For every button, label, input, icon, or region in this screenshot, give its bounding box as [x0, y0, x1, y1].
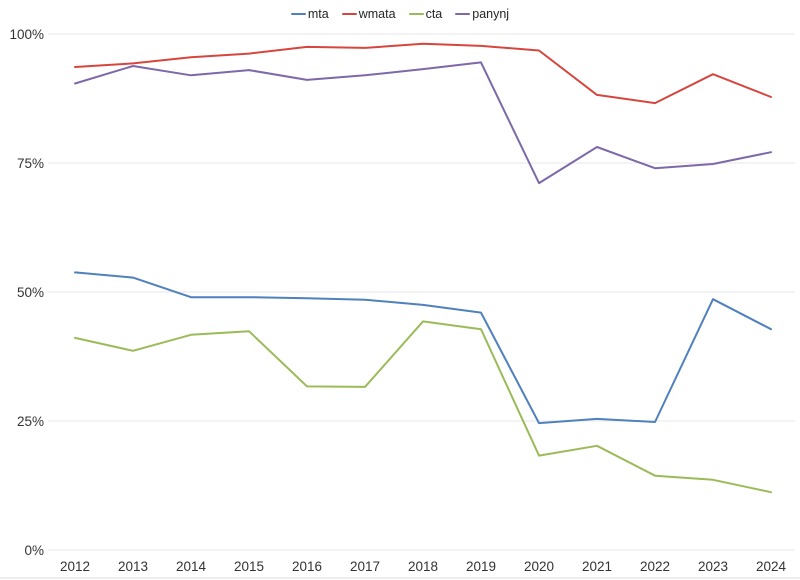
series-line-cta: [74, 320, 772, 494]
x-axis-tick-label: 2012: [60, 559, 90, 574]
x-axis-tick-label: 2015: [234, 559, 264, 574]
x-axis-tick-label: 2019: [466, 559, 496, 574]
series-line-mta: [74, 271, 772, 425]
x-axis-tick-label: 2020: [524, 559, 554, 574]
legend-label-wmata: wmata: [358, 6, 396, 21]
x-axis-tick-label: 2018: [408, 559, 438, 574]
y-axis-tick-label: 75%: [17, 156, 44, 171]
y-axis-tick-label: 100%: [9, 27, 44, 42]
legend-label-mta: mta: [307, 6, 329, 21]
y-axis-tick-label: 25%: [17, 414, 44, 429]
x-axis-tick-label: 2021: [582, 559, 612, 574]
legend-label-panynj: panynj: [472, 6, 510, 21]
y-axis-tick-label: 0%: [24, 543, 44, 558]
x-axis-tick-label: 2022: [640, 559, 670, 574]
series-line-wmata: [74, 42, 772, 105]
chart-legend: mta wmata cta panynj: [0, 5, 800, 23]
series-line-panynj: [74, 61, 772, 185]
legend-marker-panynj: [455, 13, 471, 15]
legend-marker-wmata: [341, 13, 357, 15]
x-axis-tick-label: 2023: [698, 559, 728, 574]
x-axis-tick-label: 2013: [118, 559, 148, 574]
legend-item-mta: mta: [290, 6, 329, 21]
legend-item-panynj: panynj: [455, 8, 509, 21]
legend-marker-mta: [290, 13, 306, 15]
legend-item-cta: cta: [408, 6, 443, 21]
legend-item-wmata: wmata: [341, 6, 396, 21]
x-axis-tick-label: 2024: [756, 559, 787, 574]
y-axis-tick-label: 50%: [17, 285, 44, 300]
legend-marker-cta: [408, 13, 424, 15]
legend-label-cta: cta: [425, 6, 443, 21]
x-axis-tick-label: 2016: [292, 559, 322, 574]
x-axis-tick-label: 2017: [350, 559, 380, 574]
x-axis-tick-label: 2014: [176, 559, 207, 574]
